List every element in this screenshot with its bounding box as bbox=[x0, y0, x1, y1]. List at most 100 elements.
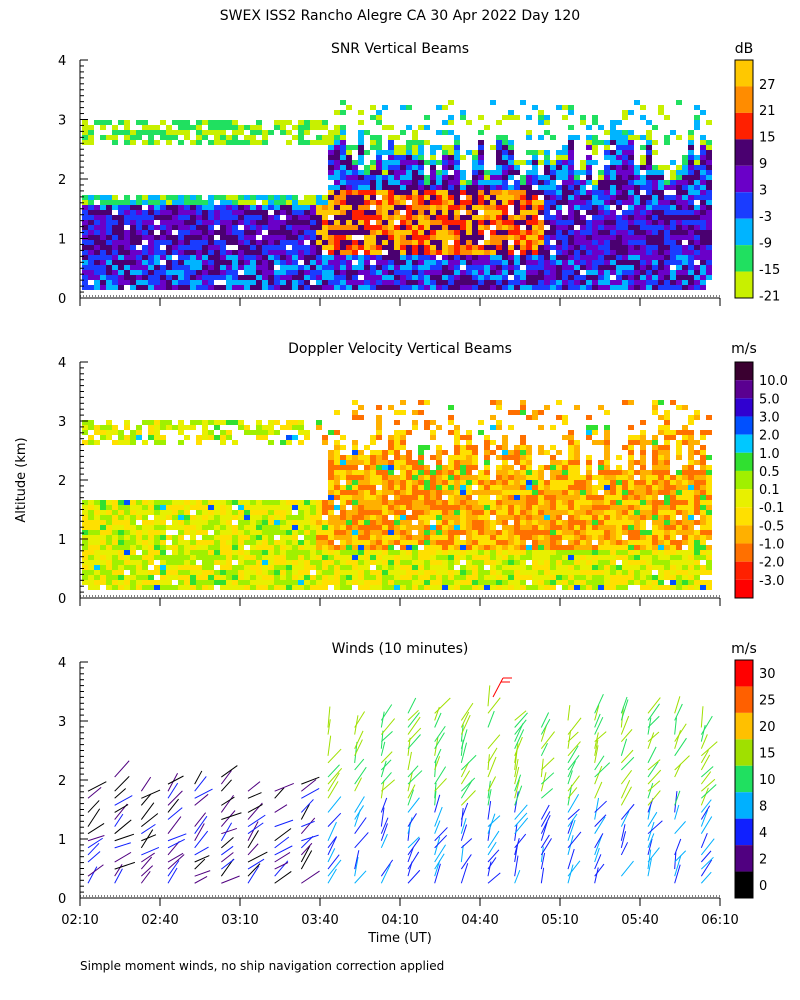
doppler-cell bbox=[94, 565, 100, 570]
snr-cell bbox=[538, 160, 544, 165]
snr-cell bbox=[658, 265, 664, 270]
snr-cell bbox=[256, 265, 262, 270]
snr-cell bbox=[136, 250, 142, 255]
doppler-cell bbox=[376, 545, 382, 550]
snr-cell bbox=[604, 225, 610, 230]
snr-cell bbox=[496, 170, 502, 175]
snr-cell bbox=[640, 195, 646, 200]
doppler-cell bbox=[508, 410, 514, 415]
doppler-cell bbox=[208, 430, 214, 435]
doppler-cell bbox=[598, 485, 604, 490]
snr-cell bbox=[496, 250, 502, 255]
doppler-cell bbox=[406, 540, 412, 545]
snr-cell bbox=[280, 250, 286, 255]
doppler-cell bbox=[448, 460, 454, 465]
doppler-cell bbox=[580, 520, 586, 525]
doppler-cell bbox=[100, 575, 106, 580]
doppler-cell bbox=[346, 460, 352, 465]
snr-cell bbox=[100, 200, 106, 205]
doppler-cell bbox=[178, 420, 184, 425]
snr-cell bbox=[562, 260, 568, 265]
snr-cell bbox=[448, 205, 454, 210]
snr-cell bbox=[670, 195, 676, 200]
snr-cell bbox=[646, 270, 652, 275]
doppler-cell bbox=[214, 555, 220, 560]
snr-cell bbox=[232, 270, 238, 275]
snr-cell bbox=[382, 285, 388, 290]
doppler-cell bbox=[466, 480, 472, 485]
snr-cell bbox=[178, 280, 184, 285]
doppler-cell bbox=[514, 550, 520, 555]
doppler-cell bbox=[454, 450, 460, 455]
snr-cell bbox=[244, 220, 250, 225]
snr-cell bbox=[502, 140, 508, 145]
snr-cell bbox=[526, 240, 532, 245]
snr-cell bbox=[640, 250, 646, 255]
doppler-cell bbox=[130, 545, 136, 550]
snr-cell bbox=[256, 270, 262, 275]
doppler-cell bbox=[334, 445, 340, 450]
snr-cell bbox=[448, 115, 454, 120]
snr-cell bbox=[94, 275, 100, 280]
doppler-cell bbox=[346, 480, 352, 485]
snr-cell bbox=[562, 245, 568, 250]
doppler-cell bbox=[580, 535, 586, 540]
doppler-cell bbox=[382, 495, 388, 500]
doppler-cell bbox=[196, 520, 202, 525]
snr-cell bbox=[676, 195, 682, 200]
snr-cell bbox=[238, 210, 244, 215]
snr-cell bbox=[124, 250, 130, 255]
snr-cell bbox=[634, 165, 640, 170]
snr-cell bbox=[208, 250, 214, 255]
doppler-cell bbox=[502, 475, 508, 480]
snr-cell bbox=[106, 260, 112, 265]
doppler-cell bbox=[556, 465, 562, 470]
snr-cell bbox=[688, 190, 694, 195]
snr-cell bbox=[238, 240, 244, 245]
doppler-cell bbox=[592, 430, 598, 435]
doppler-cell bbox=[604, 410, 610, 415]
snr-cell bbox=[676, 185, 682, 190]
doppler-cell bbox=[460, 485, 466, 490]
snr-cell bbox=[556, 260, 562, 265]
doppler-cell bbox=[502, 540, 508, 545]
snr-cell bbox=[364, 205, 370, 210]
snr-cell bbox=[178, 285, 184, 290]
doppler-cell bbox=[328, 535, 334, 540]
snr-cell bbox=[604, 210, 610, 215]
doppler-cell bbox=[568, 480, 574, 485]
snr-cell bbox=[196, 205, 202, 210]
doppler-cell bbox=[166, 505, 172, 510]
snr-cell bbox=[418, 175, 424, 180]
doppler-cell bbox=[526, 470, 532, 475]
snr-cell bbox=[310, 200, 316, 205]
snr-cell bbox=[310, 270, 316, 275]
snr-cell bbox=[502, 245, 508, 250]
snr-cell bbox=[334, 135, 340, 140]
snr-cell bbox=[124, 270, 130, 275]
doppler-cell bbox=[352, 505, 358, 510]
doppler-cell bbox=[574, 585, 580, 590]
doppler-cell bbox=[232, 540, 238, 545]
doppler-cell bbox=[148, 510, 154, 515]
doppler-cell bbox=[88, 510, 94, 515]
snr-cell bbox=[592, 140, 598, 145]
doppler-cell bbox=[412, 555, 418, 560]
doppler-cell bbox=[94, 540, 100, 545]
doppler-cell bbox=[274, 515, 280, 520]
snr-cell bbox=[514, 230, 520, 235]
snr-cell bbox=[376, 255, 382, 260]
snr-cell bbox=[538, 180, 544, 185]
doppler-cell bbox=[244, 540, 250, 545]
snr-cell bbox=[304, 265, 310, 270]
snr-cell bbox=[424, 235, 430, 240]
doppler-cell bbox=[364, 510, 370, 515]
snr-cell bbox=[478, 205, 484, 210]
snr-cell bbox=[640, 215, 646, 220]
snr-cell bbox=[544, 235, 550, 240]
snr-cell bbox=[442, 250, 448, 255]
doppler-cell bbox=[532, 570, 538, 575]
snr-cell bbox=[400, 130, 406, 135]
doppler-cell bbox=[334, 550, 340, 555]
doppler-cell bbox=[586, 570, 592, 575]
